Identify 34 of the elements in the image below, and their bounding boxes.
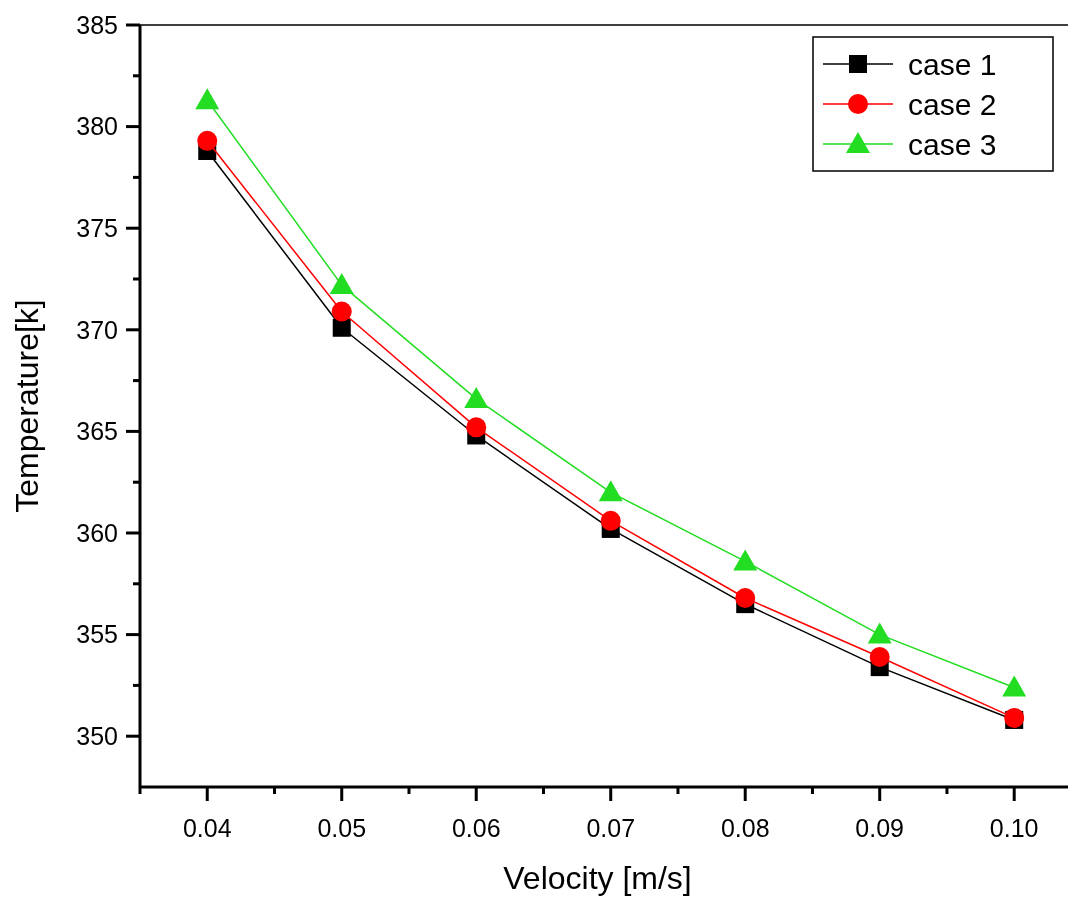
x-tick-label: 0.07 <box>586 814 636 842</box>
point <box>867 622 892 644</box>
legend-label: case 1 <box>908 47 997 81</box>
point <box>464 386 489 408</box>
point <box>598 480 623 502</box>
point <box>195 88 220 110</box>
y-tick-label: 360 <box>76 518 118 547</box>
x-tick-label: 0.09 <box>855 814 905 842</box>
y-tick-label: 375 <box>76 213 118 242</box>
y-tick-label: 350 <box>76 721 118 750</box>
point <box>1002 675 1027 697</box>
y-tick-label: 370 <box>76 315 118 344</box>
y-tick-label: 355 <box>76 620 118 649</box>
point <box>331 301 352 322</box>
y-tick-label: 385 <box>76 10 118 39</box>
y-axis-title: Temperature[k] <box>9 299 45 513</box>
y-tick-label: 365 <box>76 417 118 446</box>
point <box>733 549 758 571</box>
point <box>197 130 218 151</box>
x-tick-label: 0.05 <box>317 814 367 842</box>
point <box>466 417 487 438</box>
point <box>735 588 756 609</box>
point <box>600 510 621 531</box>
x-axis-title: Velocity [m/s] <box>503 860 692 896</box>
x-tick-label: 0.06 <box>451 814 501 842</box>
point <box>869 646 890 667</box>
point <box>332 318 351 337</box>
legend-label: case 3 <box>908 127 997 161</box>
y-tick-label: 380 <box>76 112 118 141</box>
x-tick-label: 0.10 <box>989 814 1039 842</box>
legend-label: case 2 <box>908 87 997 121</box>
x-tick-label: 0.08 <box>720 814 770 842</box>
point <box>329 273 354 295</box>
text: 0.04 <box>182 814 232 842</box>
